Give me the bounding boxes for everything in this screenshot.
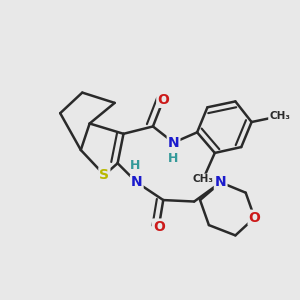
Text: CH₃: CH₃ xyxy=(193,174,214,184)
Text: S: S xyxy=(99,168,110,182)
Text: H: H xyxy=(130,159,140,172)
Text: N: N xyxy=(168,136,179,150)
Text: O: O xyxy=(249,211,260,225)
Text: N: N xyxy=(131,176,142,189)
Text: O: O xyxy=(157,93,169,107)
Text: O: O xyxy=(153,220,165,234)
Text: N: N xyxy=(215,176,226,189)
Text: CH₃: CH₃ xyxy=(269,111,290,121)
Text: H: H xyxy=(168,152,179,165)
